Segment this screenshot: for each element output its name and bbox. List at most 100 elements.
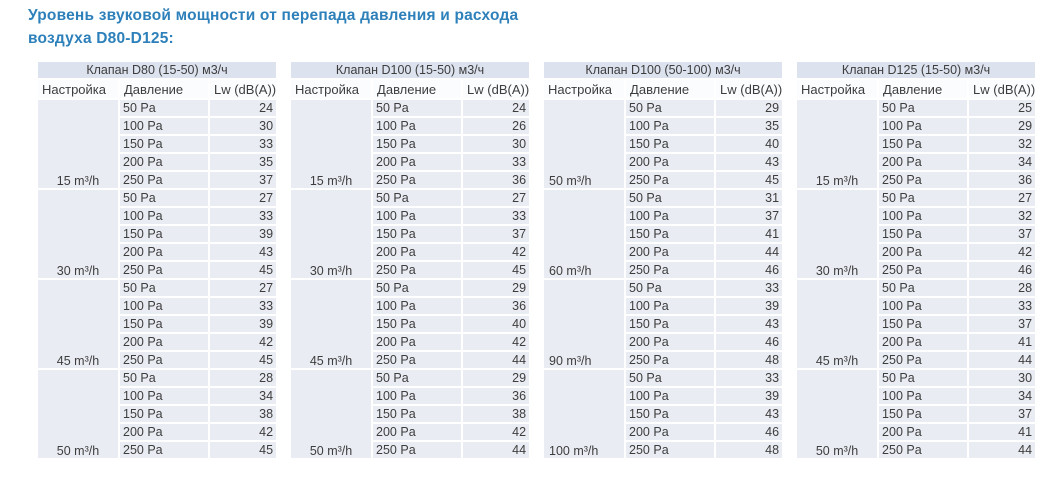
lw-value-cell: 34	[969, 154, 1036, 170]
pressure-cell: 250 Pa	[120, 442, 208, 458]
pressure-cell: 100 Pa	[373, 388, 462, 404]
setting-cell: 50 m³/h	[291, 370, 372, 458]
pressure-cell: 250 Pa	[626, 172, 715, 188]
lw-value-cell: 45	[210, 352, 277, 368]
lw-value-cell: 36	[463, 388, 530, 404]
column-header-2: Lw (dB(A))	[210, 80, 277, 98]
table-row: 250 Pa 36	[797, 172, 1036, 188]
table-row: 150 Pa 43	[544, 406, 783, 422]
lw-value-cell: 36	[463, 298, 530, 314]
table-row: 250 Pa 46	[797, 262, 1036, 278]
lw-value-cell: 28	[969, 280, 1036, 296]
pressure-cell: 150 Pa	[626, 406, 715, 422]
column-header-2: Lw (dB(A))	[969, 80, 1036, 98]
pressure-cell: 150 Pa	[120, 226, 208, 242]
column-header-1: Давление	[879, 80, 968, 98]
table-title-row: Клапан D100 (50-100) м3/ч	[544, 62, 783, 78]
pressure-cell: 250 Pa	[373, 172, 462, 188]
pressure-cell: 100 Pa	[626, 388, 715, 404]
column-header-0: Настройка	[797, 80, 878, 98]
table-row: 200 Pa 42	[797, 244, 1036, 260]
table-row: 150 Pa 40	[291, 316, 530, 332]
lw-value-cell: 35	[210, 154, 277, 170]
lw-value-cell: 36	[463, 172, 530, 188]
lw-value-cell: 48	[716, 442, 783, 458]
table-row: 250 Pa 45	[38, 442, 277, 458]
lw-value-cell: 41	[969, 334, 1036, 350]
lw-value-cell: 40	[463, 316, 530, 332]
table-row: 30 m³/h 50 Pa 27	[291, 190, 530, 278]
table-row: 100 Pa 33	[38, 208, 277, 224]
setting-cell: 15 m³/h	[291, 100, 372, 188]
lw-value-cell: 33	[463, 208, 530, 224]
page-title-line1: Уровень звуковой мощности от перепада да…	[28, 7, 519, 24]
table-row: 150 Pa 39	[38, 316, 277, 332]
table-row: 200 Pa 42	[38, 424, 277, 440]
setting-cell: 50 m³/h	[797, 370, 878, 458]
table-row: 250 Pa 48	[544, 442, 783, 458]
table-row: 150 Pa 37	[797, 406, 1036, 422]
lw-value-cell: 43	[716, 316, 783, 332]
setting-cell: 30 m³/h	[291, 190, 372, 278]
setting-cell: 45 m³/h	[797, 280, 878, 368]
table-row: 250 Pa 37	[38, 172, 277, 188]
table-row: 50 m³/h 50 Pa 29	[291, 370, 530, 458]
table-row: 100 Pa 32	[797, 208, 1036, 224]
pressure-cell: 150 Pa	[626, 316, 715, 332]
pressure-cell: 100 Pa	[373, 118, 462, 134]
setting-cell: 50 m³/h	[544, 100, 625, 188]
pressure-cell: 100 Pa	[373, 208, 462, 224]
pressure-cell: 150 Pa	[879, 226, 968, 242]
lw-value-cell: 33	[716, 280, 783, 296]
lw-value-cell: 27	[210, 280, 277, 296]
lw-value-cell: 42	[969, 244, 1036, 260]
table-row: 50 m³/h 50 Pa 30	[797, 370, 1036, 458]
pressure-cell: 250 Pa	[879, 442, 968, 458]
table-row: 200 Pa 33	[291, 154, 530, 170]
column-header-0: Настройка	[544, 80, 625, 98]
table-row: 200 Pa 43	[38, 244, 277, 260]
pressure-cell: 150 Pa	[879, 316, 968, 332]
lw-value-cell: 29	[716, 100, 783, 116]
table-title-row: Клапан D125 (15-50) м3/ч	[797, 62, 1036, 78]
lw-value-cell: 24	[210, 100, 277, 116]
pressure-cell: 150 Pa	[879, 406, 968, 422]
lw-value-cell: 33	[210, 136, 277, 152]
valve-table-4: Клапан D125 (15-50) м3/ч Настройка Давлени…	[795, 60, 1037, 460]
setting-cell: 100 m³/h	[544, 370, 625, 458]
pressure-cell: 100 Pa	[626, 298, 715, 314]
valve-table-3: Клапан D100 (50-100) м3/ч Настройка Давлен…	[542, 60, 784, 460]
table-title: Клапан D100 (15-50) м3/ч	[291, 62, 530, 78]
table-row: 200 Pa 42	[291, 244, 530, 260]
pressure-cell: 50 Pa	[879, 370, 968, 386]
pressure-cell: 100 Pa	[120, 208, 208, 224]
table-row: 100 Pa 30	[38, 118, 277, 134]
pressure-cell: 200 Pa	[373, 424, 462, 440]
table-row: 250 Pa 45	[38, 352, 277, 368]
table-row: 250 Pa 46	[544, 262, 783, 278]
table-row: 200 Pa 44	[544, 244, 783, 260]
pressure-cell: 150 Pa	[120, 136, 208, 152]
table-row: 100 Pa 34	[38, 388, 277, 404]
pressure-cell: 200 Pa	[373, 334, 462, 350]
table-title: Клапан D80 (15-50) м3/ч	[38, 62, 277, 78]
lw-value-cell: 44	[716, 244, 783, 260]
pressure-cell: 150 Pa	[879, 136, 968, 152]
pressure-cell: 250 Pa	[626, 262, 715, 278]
pressure-cell: 150 Pa	[120, 406, 208, 422]
page-title-line2: воздуха D80-D125:	[28, 30, 174, 47]
lw-value-cell: 44	[463, 442, 530, 458]
lw-value-cell: 33	[210, 208, 277, 224]
lw-value-cell: 29	[969, 118, 1036, 134]
lw-value-cell: 40	[716, 136, 783, 152]
pressure-cell: 250 Pa	[879, 352, 968, 368]
pressure-cell: 100 Pa	[879, 388, 968, 404]
pressure-cell: 250 Pa	[120, 352, 208, 368]
pressure-cell: 100 Pa	[879, 298, 968, 314]
lw-value-cell: 31	[716, 190, 783, 206]
table-row: 100 Pa 29	[797, 118, 1036, 134]
table-row: 200 Pa 43	[544, 154, 783, 170]
lw-value-cell: 25	[969, 100, 1036, 116]
table-row: 200 Pa 46	[544, 334, 783, 350]
table-row: 30 m³/h 50 Pa 27	[38, 190, 277, 278]
